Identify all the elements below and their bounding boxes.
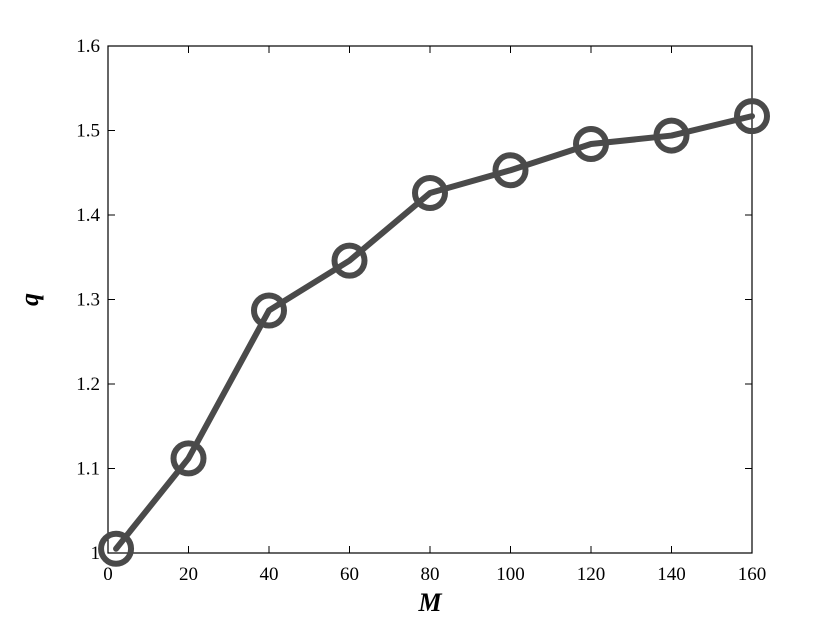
data-point-marker [98,530,135,567]
x-tick-label: 20 [179,564,198,585]
series-line [113,113,755,552]
x-tick-label: 140 [657,564,686,585]
data-point-marker [653,117,690,154]
y-tick-label: 1.6 [76,36,100,57]
y-tick-label: 1.2 [76,374,100,395]
series-layer [98,98,770,567]
y-tick-label: 1.5 [76,121,100,142]
x-tick-label: 80 [421,564,440,585]
data-point-marker [412,175,448,212]
x-tick-label: 100 [496,564,525,585]
data-point-marker [734,98,770,135]
x-tick-label: 160 [738,564,767,585]
y-tick-label: 1.1 [76,459,100,480]
y-tick-label: 1 [91,543,101,564]
axis-ticks [107,45,753,554]
data-point-marker [573,126,609,163]
x-tick-label: 0 [103,564,113,585]
x-tick-label: 60 [340,564,359,585]
y-tick-label: 1.3 [76,290,100,311]
plot-frame [107,45,753,554]
data-point-marker [170,440,207,477]
x-axis-title: M [417,588,442,617]
x-tick-label: 40 [260,564,279,585]
data-point-marker [331,242,368,279]
data-point-marker [492,152,529,189]
x-tick-label: 120 [577,564,606,585]
data-point-marker [251,292,287,329]
plot-area [107,45,753,554]
y-tick-label: 1.4 [76,205,100,226]
tick-labels: 0 20 40 60 80 100 120 140 160 1 1.1 1.2 1.3 1.4 1.5 1.6 [76,36,766,585]
y-axis-title: q [15,293,44,306]
